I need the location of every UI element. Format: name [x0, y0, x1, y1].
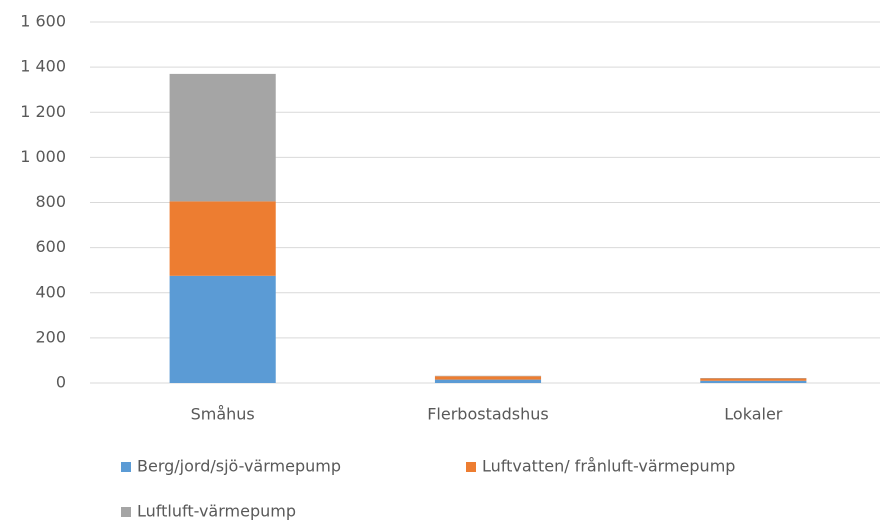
y-tick-label: 800 [35, 192, 66, 211]
bar-segment [169, 201, 276, 276]
legend-label: Luftvatten/ frånluft-värmepump [482, 457, 735, 476]
bar-segment [434, 379, 542, 383]
y-tick-label: 1 200 [20, 102, 66, 121]
y-tick-label: 1 000 [20, 147, 66, 166]
x-tick-label: Småhus [191, 405, 255, 424]
y-tick-label: 1 400 [20, 57, 66, 76]
y-tick-label: 0 [56, 373, 66, 392]
x-tick-label: Flerbostadshus [427, 405, 549, 424]
legend-swatch [466, 462, 476, 472]
bar-segment [169, 73, 276, 202]
bar-segment [700, 378, 807, 381]
bar-segment [169, 275, 276, 383]
x-tick-label: Lokaler [724, 405, 783, 424]
legend-swatch [121, 507, 131, 517]
legend-swatch [121, 462, 131, 472]
bar-segment [434, 376, 542, 380]
y-tick-label: 600 [35, 237, 66, 256]
legend-label: Luftluft-värmepump [137, 502, 296, 521]
bar-segment [700, 380, 807, 383]
y-tick-label: 400 [35, 282, 66, 301]
legend-label: Berg/jord/sjö-värmepump [137, 457, 341, 476]
y-tick-label: 200 [35, 327, 66, 346]
y-tick-label: 1 600 [20, 12, 66, 31]
